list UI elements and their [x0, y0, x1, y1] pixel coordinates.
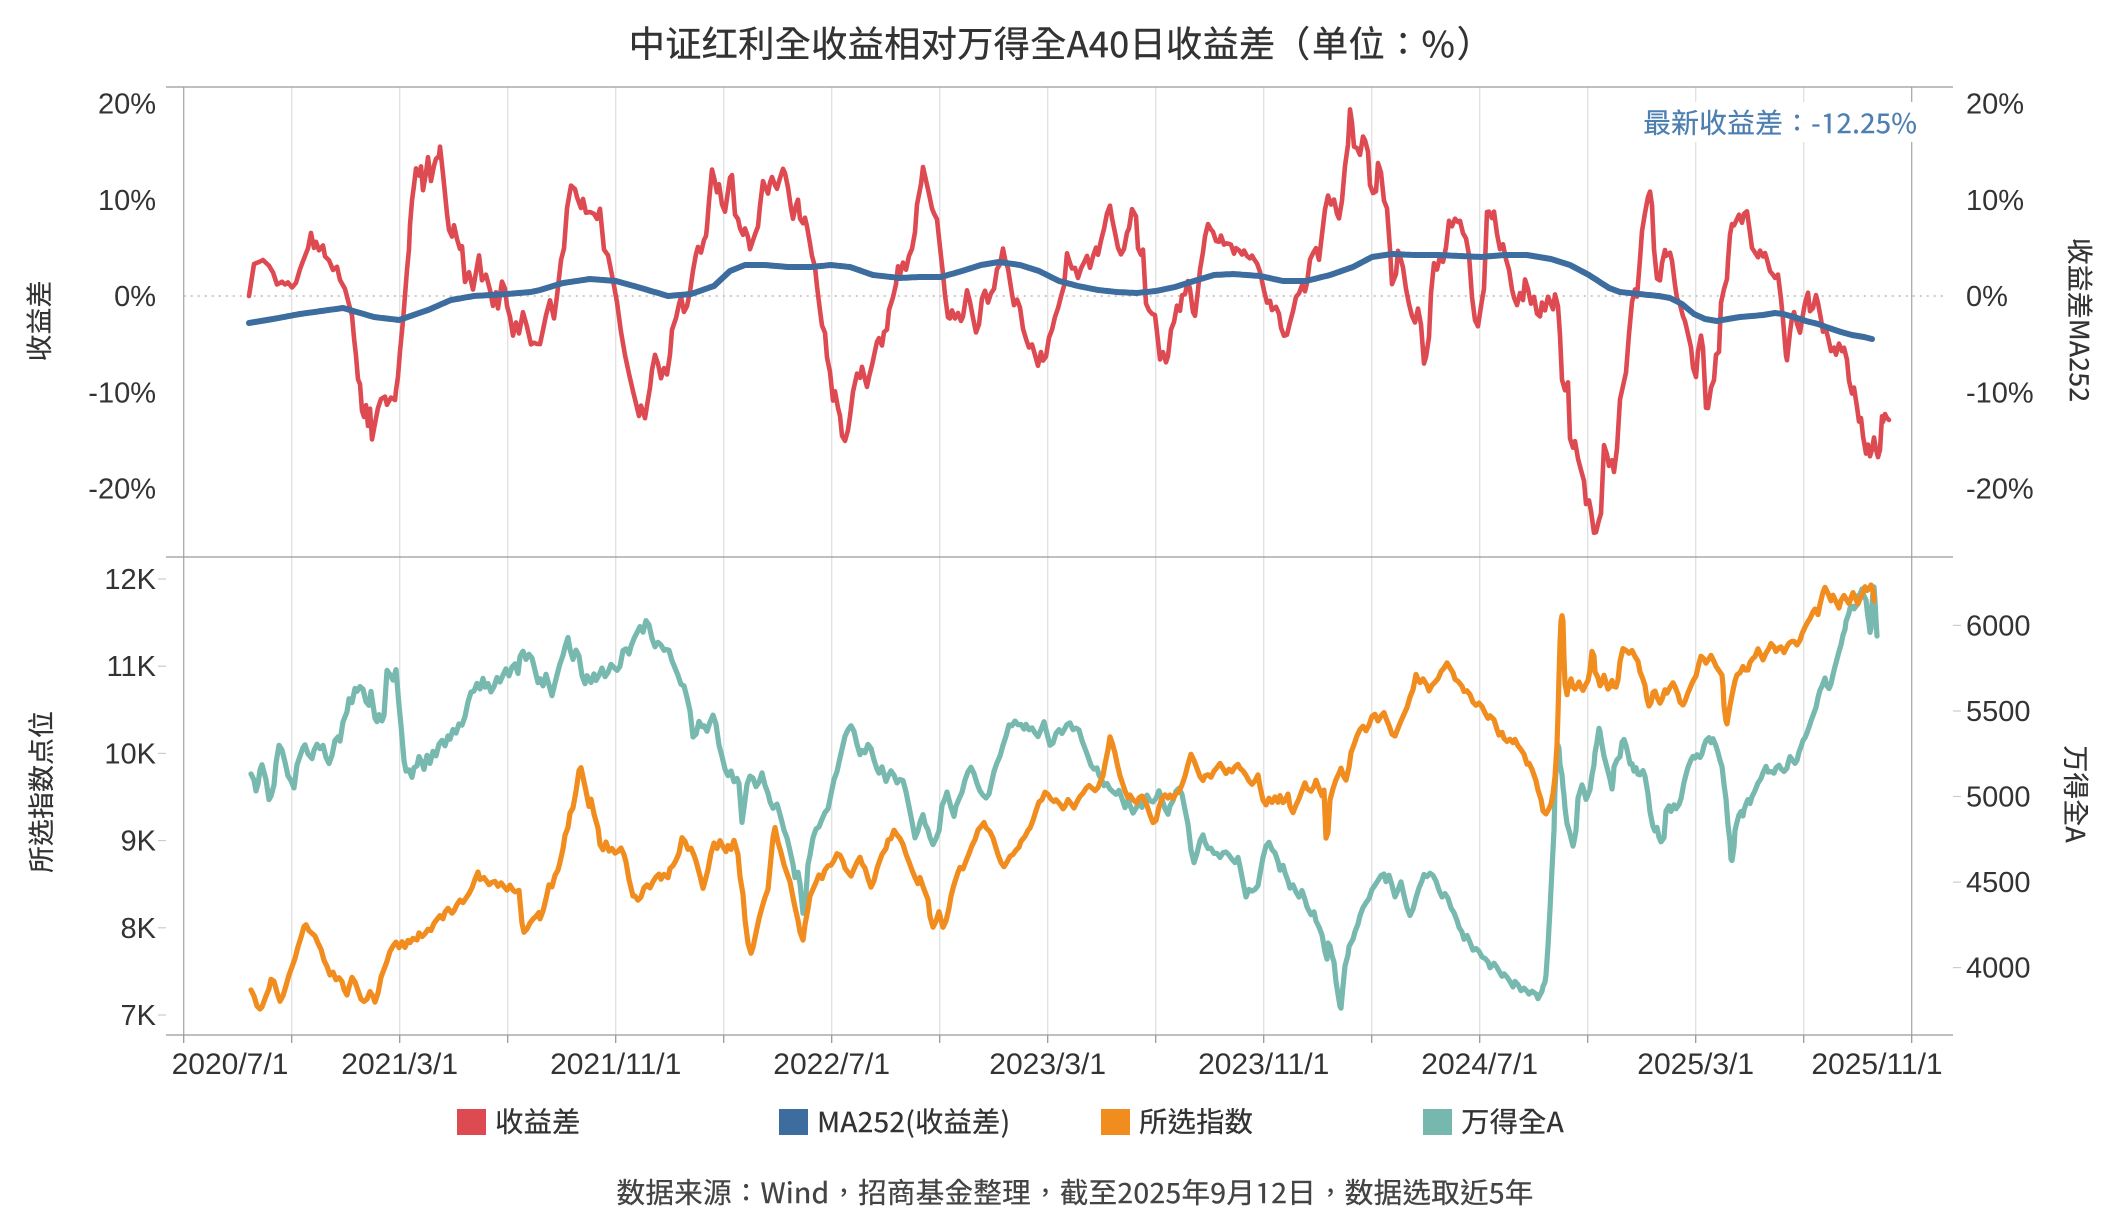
svg-text:8K: 8K — [121, 913, 157, 945]
svg-text:2024/7/1: 2024/7/1 — [1421, 1048, 1538, 1081]
svg-text:7K: 7K — [121, 1000, 157, 1032]
svg-text:2023/11/1: 2023/11/1 — [1198, 1048, 1329, 1081]
svg-text:4500: 4500 — [1966, 867, 2031, 899]
svg-text:2025/3/1: 2025/3/1 — [1637, 1048, 1754, 1081]
svg-text:4000: 4000 — [1966, 953, 2031, 985]
svg-text:2022/7/1: 2022/7/1 — [773, 1048, 890, 1081]
svg-text:-20%: -20% — [88, 474, 156, 506]
svg-text:10%: 10% — [1966, 185, 2024, 217]
svg-text:12K: 12K — [104, 564, 156, 596]
svg-text:20%: 20% — [1966, 89, 2024, 121]
svg-text:9K: 9K — [121, 826, 157, 858]
svg-text:0%: 0% — [114, 281, 156, 313]
svg-text:2023/3/1: 2023/3/1 — [989, 1048, 1106, 1081]
svg-text:5000: 5000 — [1966, 782, 2031, 814]
svg-text:5500: 5500 — [1966, 696, 2031, 728]
svg-text:20%: 20% — [98, 89, 156, 121]
svg-text:11K: 11K — [107, 651, 157, 683]
svg-text:0%: 0% — [1966, 281, 2008, 313]
svg-text:-10%: -10% — [88, 377, 156, 409]
svg-text:6000: 6000 — [1966, 610, 2031, 642]
svg-text:-20%: -20% — [1966, 474, 2034, 506]
svg-text:2021/11/1: 2021/11/1 — [550, 1048, 681, 1081]
svg-text:2021/3/1: 2021/3/1 — [341, 1048, 458, 1081]
svg-text:10K: 10K — [104, 738, 156, 770]
svg-text:2025/11/1: 2025/11/1 — [1811, 1048, 1942, 1081]
svg-text:-10%: -10% — [1966, 377, 2034, 409]
svg-text:2020/7/1: 2020/7/1 — [172, 1048, 289, 1081]
svg-text:10%: 10% — [98, 185, 156, 217]
